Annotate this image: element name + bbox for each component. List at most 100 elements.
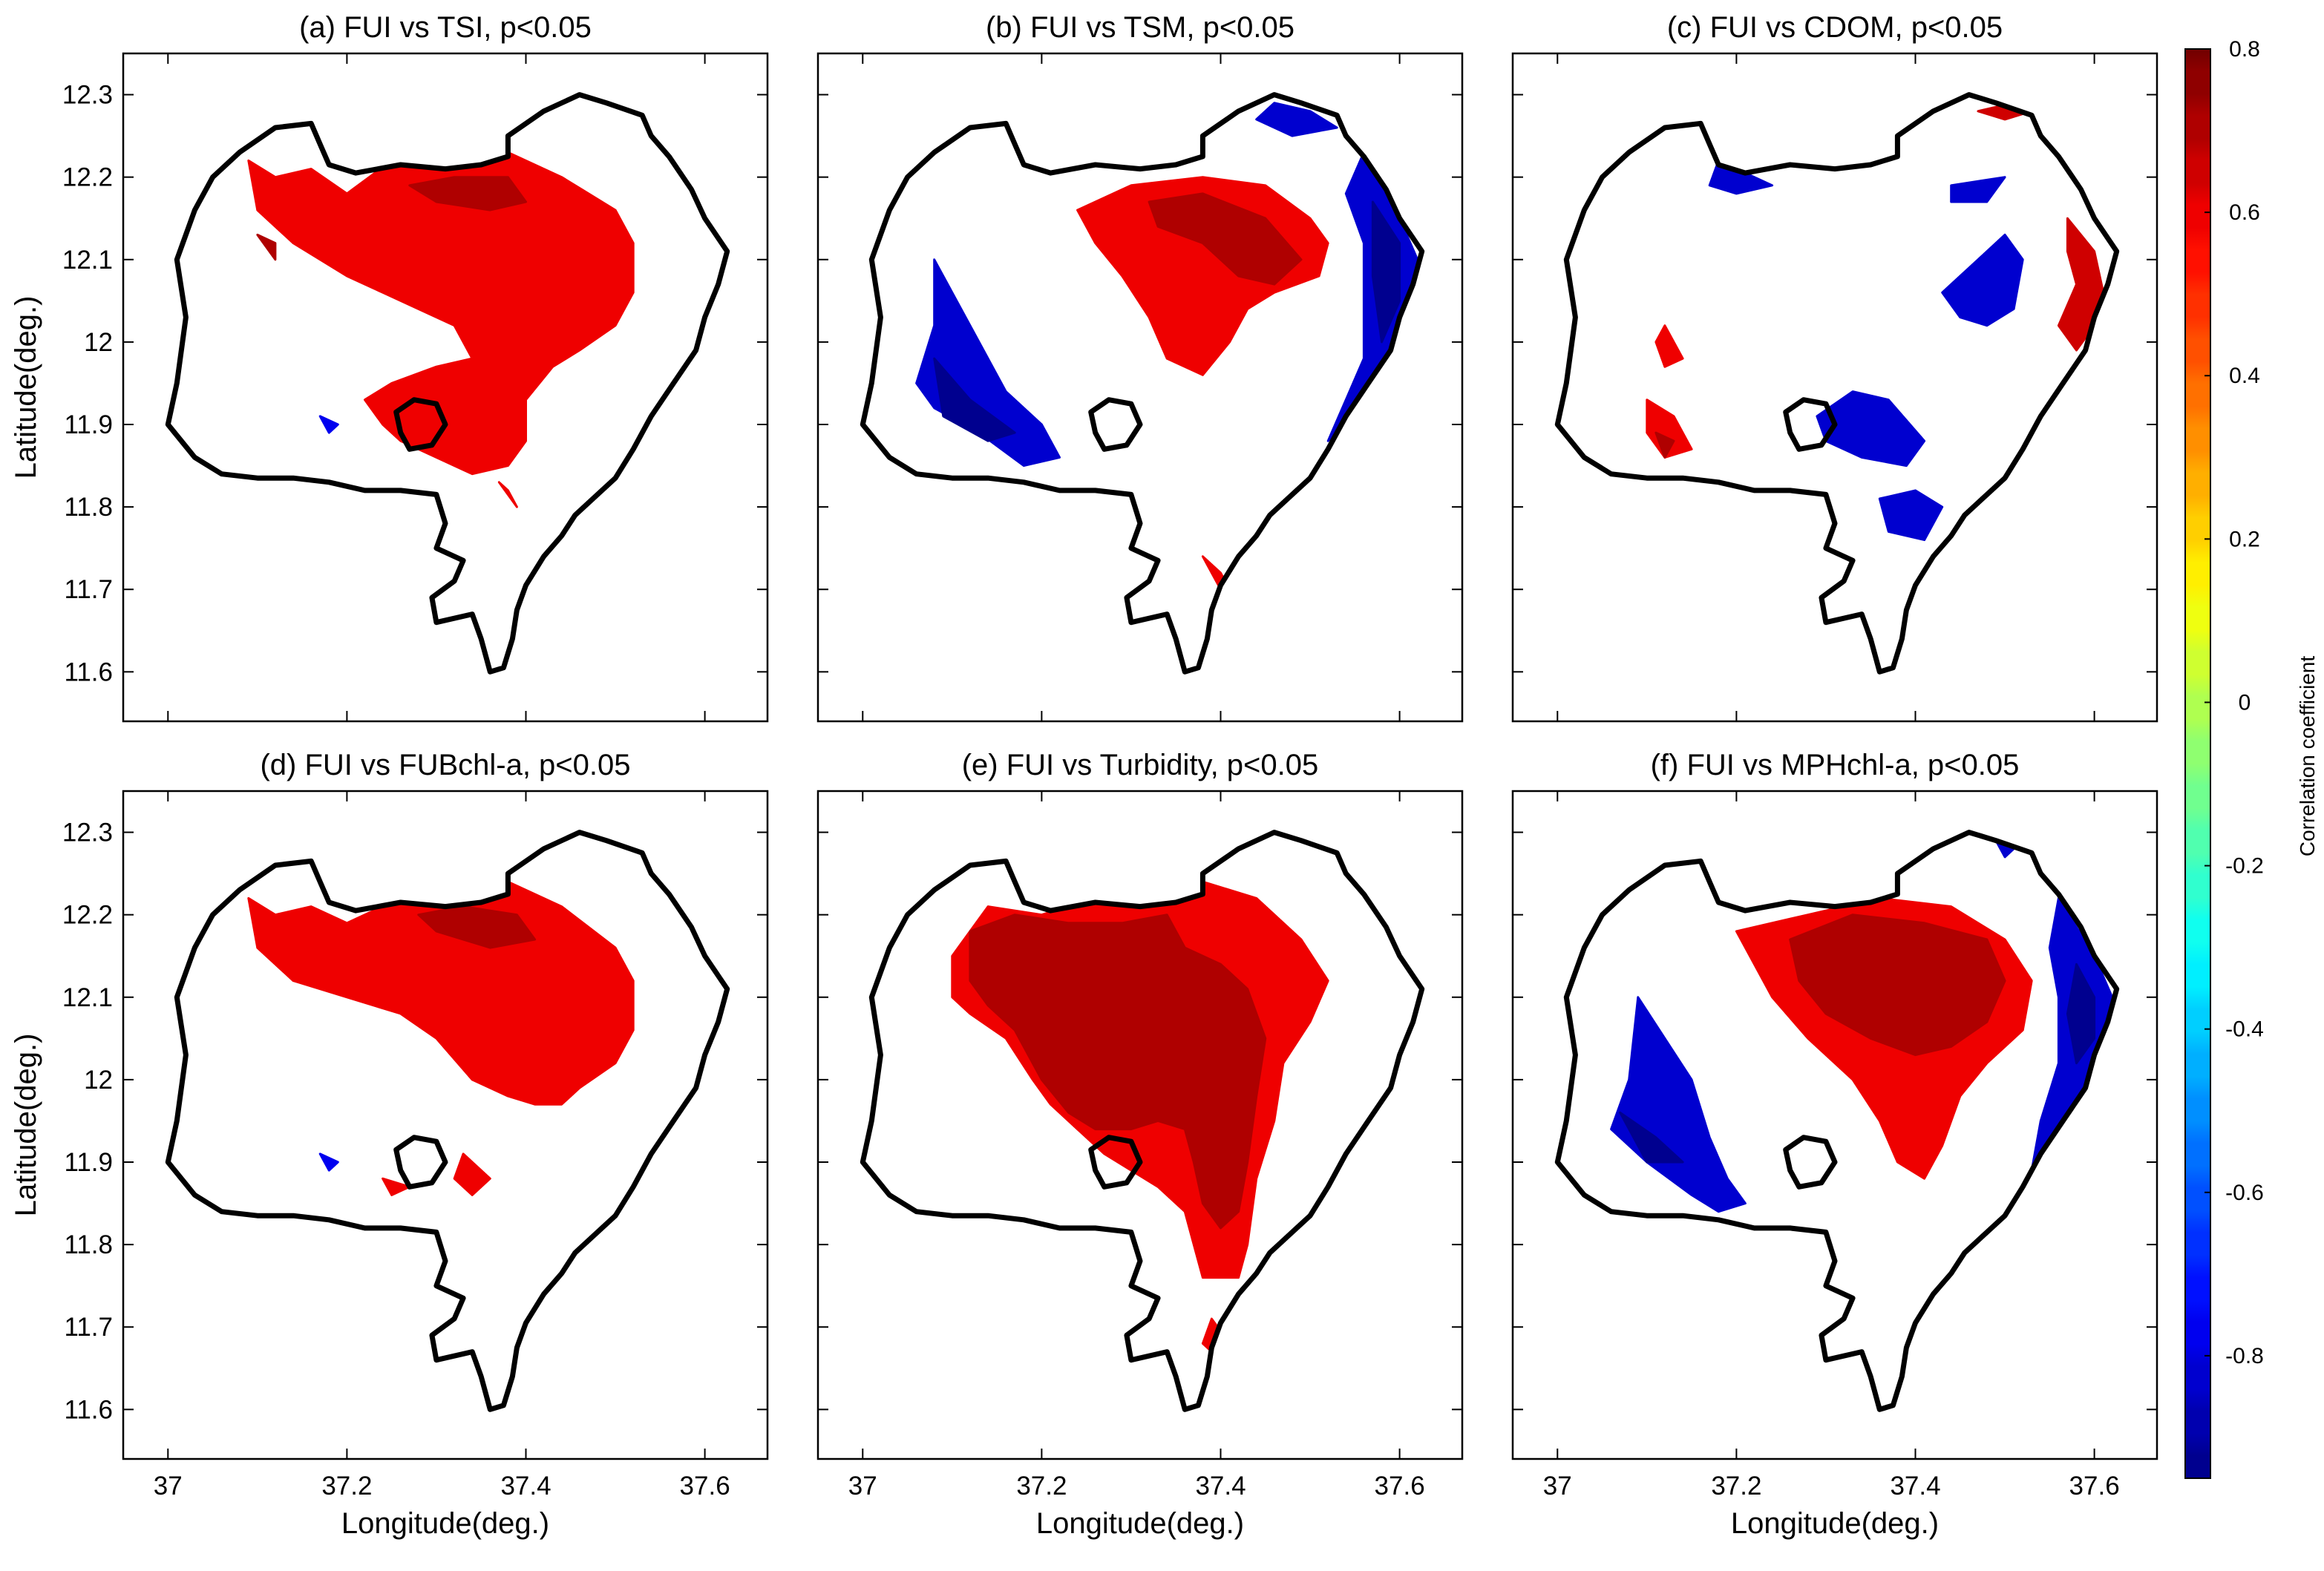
- x-tick-label: 37.4: [1195, 1472, 1246, 1501]
- y-tick-label: 12.2: [62, 163, 113, 192]
- y-tick-label: 11.7: [64, 575, 113, 604]
- positive-correlation-area: [382, 1177, 411, 1196]
- y-tick-label: 11.9: [64, 1148, 113, 1177]
- x-axis-label: Longitude(deg.): [341, 1507, 549, 1540]
- positive-correlation-area: [256, 233, 277, 261]
- negative-correlation-area: [1255, 102, 1338, 137]
- positive-correlation-area: [1654, 431, 1675, 459]
- y-tick-label: 11.6: [64, 1395, 113, 1424]
- panel-title: (a) FUI vs TSI, p<0.05: [299, 11, 592, 44]
- axes-frame: [816, 52, 1464, 723]
- panel-title: (d) FUI vs FUBchl-a, p<0.05: [260, 749, 630, 781]
- colorbar-tick-label: 0.4: [2229, 364, 2260, 388]
- colorbar-tick-label: 0.2: [2229, 527, 2260, 551]
- colorbar-tick-label: -0.2: [2225, 854, 2264, 879]
- negative-correlation-area: [1371, 200, 1401, 344]
- x-axis-label: Longitude(deg.): [1731, 1507, 1939, 1540]
- colorbar-tick-label: -0.6: [2225, 1181, 2264, 1205]
- lake-shoreline: [165, 92, 730, 675]
- correlation-regions: [1610, 839, 2114, 1213]
- axes-frame: [122, 52, 769, 723]
- x-tick-label: 37.4: [500, 1472, 551, 1501]
- lake-shoreline: [1554, 830, 2120, 1412]
- y-tick-label: 12: [84, 1066, 113, 1095]
- panel-title: (e) FUI vs Turbidity, p<0.05: [962, 749, 1319, 781]
- lake-shoreline: [165, 830, 730, 1412]
- panel-c: (c) FUI vs CDOM, p<0.05: [1511, 11, 2158, 723]
- x-tick-label: 37.2: [1016, 1472, 1067, 1501]
- negative-correlation-area: [318, 1152, 339, 1172]
- y-tick-label: 12.1: [62, 983, 113, 1012]
- negative-correlation-area: [1941, 233, 2024, 327]
- correlation-regions: [951, 880, 1329, 1362]
- island-outline: [1088, 397, 1143, 452]
- y-tick-label: 12.3: [62, 819, 113, 847]
- x-axis-label: Longitude(deg.): [1036, 1507, 1244, 1540]
- colorbar-tick-label: -0.4: [2225, 1017, 2264, 1042]
- negative-correlation-area: [2066, 962, 2096, 1065]
- y-tick-label: 11.9: [64, 410, 113, 439]
- island-outline: [1783, 1135, 1838, 1190]
- panel-title: (b) FUI vs TSM, p<0.05: [986, 11, 1294, 44]
- lake-shoreline: [860, 92, 1425, 675]
- correlation-regions: [915, 102, 1419, 607]
- x-tick-label: 37.2: [1711, 1472, 1761, 1501]
- x-tick-label: 37: [154, 1472, 183, 1501]
- y-tick-label: 12.2: [62, 901, 113, 930]
- negative-correlation-area: [1619, 1111, 1684, 1164]
- colorbar-label: Correlation coefficient: [2296, 656, 2319, 857]
- x-tick-label: 37.6: [2069, 1472, 2120, 1501]
- x-tick-label: 37: [848, 1472, 877, 1501]
- y-tick-label: 11.8: [64, 1230, 113, 1259]
- negative-correlation-area: [1610, 996, 1747, 1213]
- positive-correlation-area: [2057, 217, 2105, 352]
- positive-correlation-area: [408, 176, 527, 211]
- panel-b: (b) FUI vs TSM, p<0.05: [816, 11, 1464, 723]
- correlation-regions: [247, 151, 635, 508]
- island-outline: [1088, 1135, 1143, 1190]
- x-tick-label: 37.4: [1890, 1472, 1940, 1501]
- y-tick-label: 12.3: [62, 81, 113, 110]
- negative-correlation-area: [1326, 151, 1419, 442]
- panel-d: (d) FUI vs FUBchl-a, p<0.05 37 37.2 37.4 37.…: [10, 749, 769, 1540]
- positive-correlation-area: [969, 914, 1267, 1230]
- y-tick-label: 11.7: [64, 1313, 113, 1342]
- colorbar-tick-label: 0.6: [2229, 200, 2260, 225]
- panel-title: (f) FUI vs MPHchl-a, p<0.05: [1651, 749, 2020, 781]
- y-tick-label: 12: [84, 328, 113, 357]
- colorbar: 0.8 0.6 0.4 0.2 0 -0.2 -0.4 -0.6 -0.8 Correlatio…: [2184, 37, 2319, 1479]
- axes-frame: [1511, 52, 2158, 723]
- y-axis-label: Latitude(deg.): [10, 296, 42, 479]
- axes-frame: [816, 790, 1464, 1460]
- lake-shoreline: [860, 830, 1425, 1412]
- correlation-regions: [1646, 102, 2105, 542]
- positive-correlation-area: [1148, 192, 1303, 286]
- x-tick-label: 37.6: [680, 1472, 730, 1501]
- island-outline: [393, 1135, 448, 1190]
- colorbar-tick-label: -0.8: [2225, 1344, 2264, 1368]
- colorbar-tick-label: 0.8: [2229, 37, 2260, 62]
- negative-correlation-area: [1878, 489, 1944, 542]
- y-tick-label: 11.6: [64, 657, 113, 686]
- y-tick-label: 11.8: [64, 493, 113, 522]
- island-outline: [1783, 397, 1838, 452]
- positive-correlation-area: [1789, 914, 2006, 1057]
- x-tick-label: 37: [1543, 1472, 1572, 1501]
- colorbar-gradient: [2184, 48, 2211, 1479]
- positive-correlation-area: [1654, 324, 1684, 368]
- negative-correlation-area: [1816, 390, 1926, 468]
- y-axis-label: Latitude(deg.): [10, 1034, 42, 1217]
- x-tick-label: 37.2: [321, 1472, 372, 1501]
- negative-correlation-area: [318, 415, 339, 434]
- positive-correlation-area: [497, 481, 518, 508]
- lake-shoreline: [1554, 92, 2120, 675]
- panel-e: (e) FUI vs Turbidity, p<0.05 37 37.2 37.4 37…: [816, 749, 1464, 1540]
- axes-frame: [122, 790, 769, 1460]
- colorbar-tick-label: 0: [2239, 690, 2251, 715]
- island-outline: [393, 397, 448, 452]
- panel-a: (a) FUI vs TSI, p<0.05 12.3 12.2 12.1 12 11.9…: [10, 11, 769, 723]
- x-tick-label: 37.6: [1375, 1472, 1425, 1501]
- panel-title: (c) FUI vs CDOM, p<0.05: [1667, 11, 2003, 44]
- negative-correlation-area: [933, 357, 1016, 442]
